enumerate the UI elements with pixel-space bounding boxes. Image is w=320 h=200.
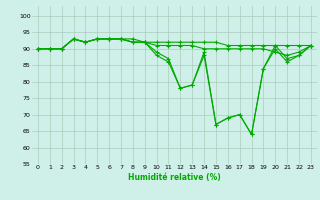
X-axis label: Humidité relative (%): Humidité relative (%)	[128, 173, 221, 182]
